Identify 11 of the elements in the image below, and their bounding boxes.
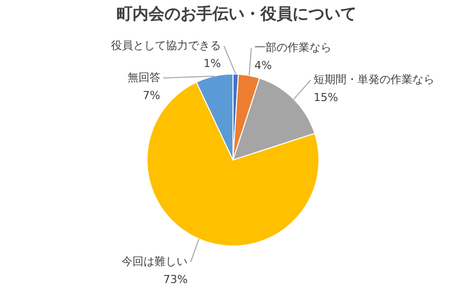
slice-label: 今回は難しい (122, 255, 188, 268)
data-label: 73% (163, 273, 188, 286)
data-label: 15% (314, 91, 338, 104)
data-label: 7% (142, 89, 160, 102)
data-label: 4% (254, 59, 272, 72)
chart-title: 町内会のお手伝い・役員について (116, 4, 356, 23)
slice-label: 役員として協力できる (111, 39, 221, 52)
slice-label: 一部の作業なら (254, 41, 332, 54)
slice-label: 無回答 (127, 71, 160, 84)
data-label: 1% (204, 57, 221, 70)
slice-label: 短期間・単発の作業なら (314, 73, 435, 86)
